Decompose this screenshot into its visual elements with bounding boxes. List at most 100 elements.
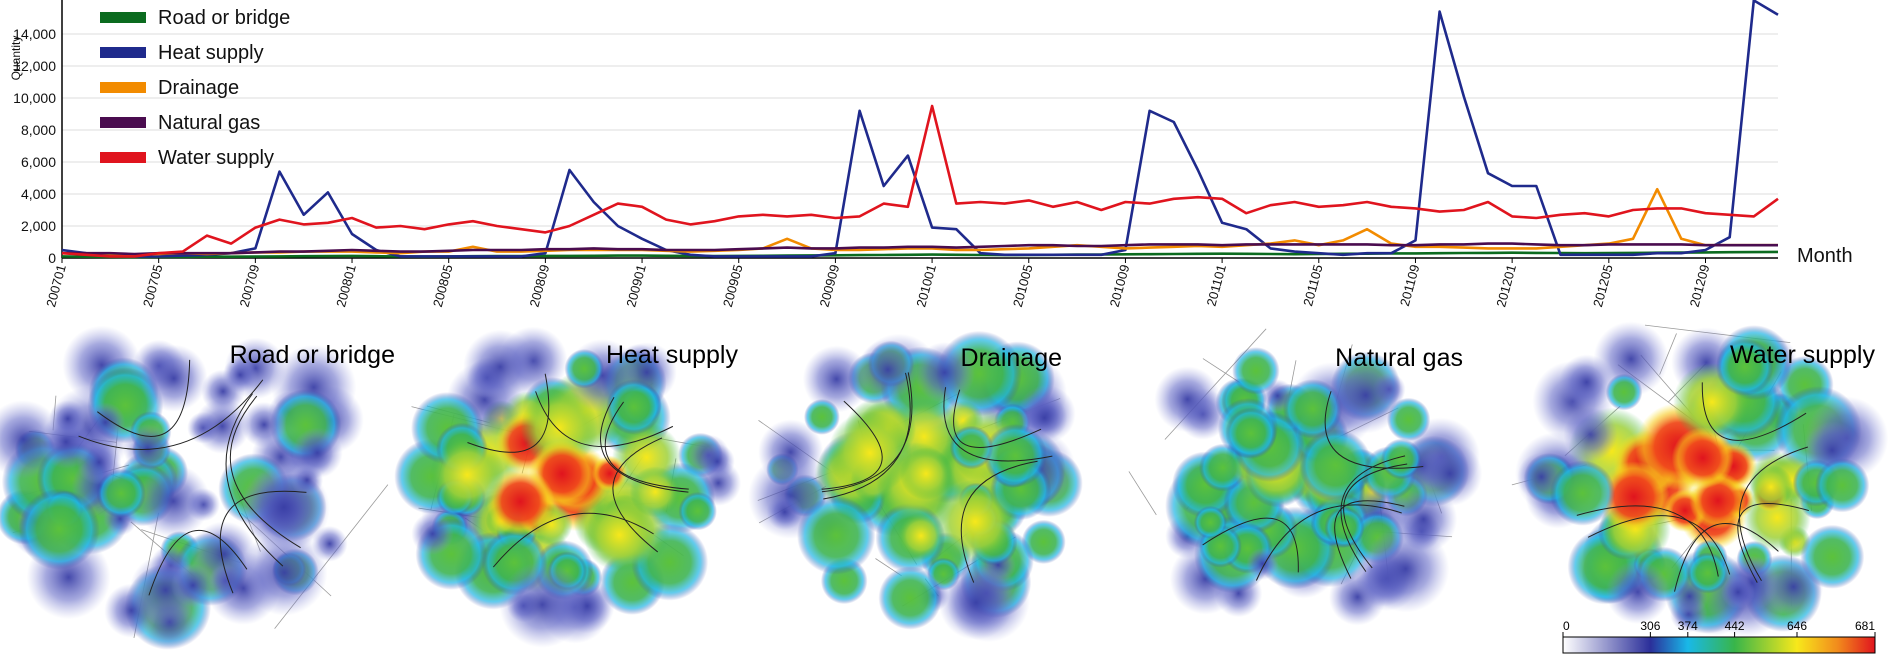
series-line-natural-gas — [62, 242, 1778, 256]
x-tick-label: 201101 — [1204, 263, 1229, 308]
heat-blob — [96, 468, 146, 518]
heat-blob — [897, 512, 945, 560]
colorbar-tick-label: 681 — [1855, 619, 1875, 633]
heat-blob — [463, 329, 538, 404]
heat-blob — [1389, 485, 1458, 553]
legend-swatch — [100, 47, 146, 58]
y-tick-labels: 0 2,000 4,000 6,000 8,000 10,000 12,000 14,000 — [13, 26, 56, 266]
heat-blob — [1246, 547, 1279, 580]
heat-blob — [1605, 373, 1643, 411]
district-boundary — [953, 389, 1042, 448]
heat-blob — [766, 493, 803, 531]
series-lines — [61, 0, 1779, 259]
district-boundary — [604, 401, 689, 490]
heat-blob — [802, 345, 871, 413]
legend-label: Natural gas — [158, 112, 260, 134]
colorbar-tick-label: 646 — [1787, 619, 1807, 633]
heat-blob — [564, 349, 604, 389]
heat-blob — [1021, 395, 1068, 441]
legend-label: Road or bridge — [158, 7, 290, 29]
x-tick-label: 200901 — [623, 263, 649, 309]
district-boundary — [1737, 503, 1809, 583]
heat-blob — [170, 563, 215, 608]
district-boundary — [78, 379, 264, 450]
district-boundary — [467, 373, 550, 453]
district-boundary — [225, 393, 284, 567]
district-boundary — [1739, 446, 1808, 581]
heatmap-title: Drainage — [961, 344, 1062, 372]
heat-blob — [411, 512, 454, 555]
legend-label: Water supply — [158, 147, 274, 169]
heat-blob — [486, 467, 555, 536]
heat-blob — [123, 424, 173, 474]
heat-blob — [1193, 505, 1227, 539]
heat-blob — [1381, 438, 1422, 480]
x-tick-label: 200709 — [237, 263, 263, 309]
heat-blob — [983, 424, 1048, 488]
heat-blob — [85, 402, 126, 443]
district-boundary — [535, 391, 674, 448]
heat-blob — [241, 529, 328, 616]
district-boundary — [1255, 504, 1402, 581]
district-boundary — [821, 400, 883, 490]
heat-blob — [49, 400, 87, 438]
heat-blob — [1225, 407, 1277, 459]
line-chart: 02,0004,0006,0008,00010,00012,00014,000 … — [9, 0, 1853, 309]
heat-blob — [136, 464, 211, 538]
legend-swatch — [100, 82, 146, 93]
district-boundary — [599, 397, 689, 493]
district-boundary — [97, 359, 191, 437]
district-boundary — [943, 387, 1053, 462]
heat-blob — [1327, 356, 1404, 434]
legend-label: Drainage — [158, 77, 239, 99]
x-tick-label: 201109 — [1397, 263, 1422, 308]
x-tick-label: 201005 — [1010, 263, 1036, 309]
heat-blob — [1549, 460, 1616, 526]
colorbar: 0 306 374 442 646 681 — [1562, 619, 1876, 654]
heat-blob — [629, 466, 681, 518]
heat-blob — [899, 447, 953, 501]
x-tick-label: 201209 — [1687, 263, 1713, 309]
heat-blob — [1605, 560, 1670, 624]
legend-swatch — [100, 152, 146, 163]
district-boundary — [1674, 523, 1779, 592]
district-boundary — [219, 490, 307, 594]
heat-blob — [878, 566, 942, 630]
district-boundary — [1340, 455, 1406, 572]
colorbar-ticks: 0 306 374 442 646 681 — [1562, 619, 1876, 637]
colorbar-tick-label: 306 — [1640, 619, 1660, 633]
district-boundary — [1701, 382, 1807, 441]
heat-blob — [1154, 366, 1221, 433]
heatmap-panel-water-supply: Water supply — [1511, 321, 1889, 638]
y-tick-label: 8,000 — [21, 122, 56, 138]
heat-blob — [828, 411, 912, 495]
colorbar-tick-label: 0 — [1563, 619, 1570, 633]
district-boundary — [1334, 500, 1405, 579]
heatmap-title: Natural gas — [1335, 344, 1463, 372]
heatmap-panels: Road or bridge Heat supply Drainage Natural… — [0, 321, 1889, 650]
legend-label: Heat supply — [158, 42, 264, 64]
heat-blob — [1324, 507, 1365, 548]
x-tick-label: 200909 — [817, 263, 843, 309]
heat-blob — [429, 437, 505, 513]
x-tick-label: 200905 — [720, 263, 746, 309]
district-boundary — [1324, 391, 1424, 469]
x-tick-label: 201205 — [1590, 263, 1616, 309]
heatmap-panel-drainage: Drainage — [748, 330, 1083, 643]
x-tick-label: 200705 — [140, 263, 166, 309]
heat-blob — [678, 491, 717, 531]
street — [1128, 471, 1157, 516]
heat-blob — [1715, 338, 1774, 396]
heatmap-panel-natural-gas: Natural gas — [1128, 328, 1483, 626]
district-boundary — [1202, 517, 1299, 573]
y-tick-label: 4,000 — [21, 186, 56, 202]
colorbar-gradient — [1562, 636, 1876, 654]
heat-blob — [857, 339, 919, 401]
heat-blob — [222, 357, 258, 393]
heat-blob — [938, 565, 1014, 640]
legend-swatch — [100, 12, 146, 23]
x-tick-label: 201201 — [1493, 263, 1519, 309]
y-tick-label: 12,000 — [13, 58, 56, 74]
series-line-heat-supply — [61, 0, 1779, 258]
series-line-drainage — [61, 187, 1778, 257]
